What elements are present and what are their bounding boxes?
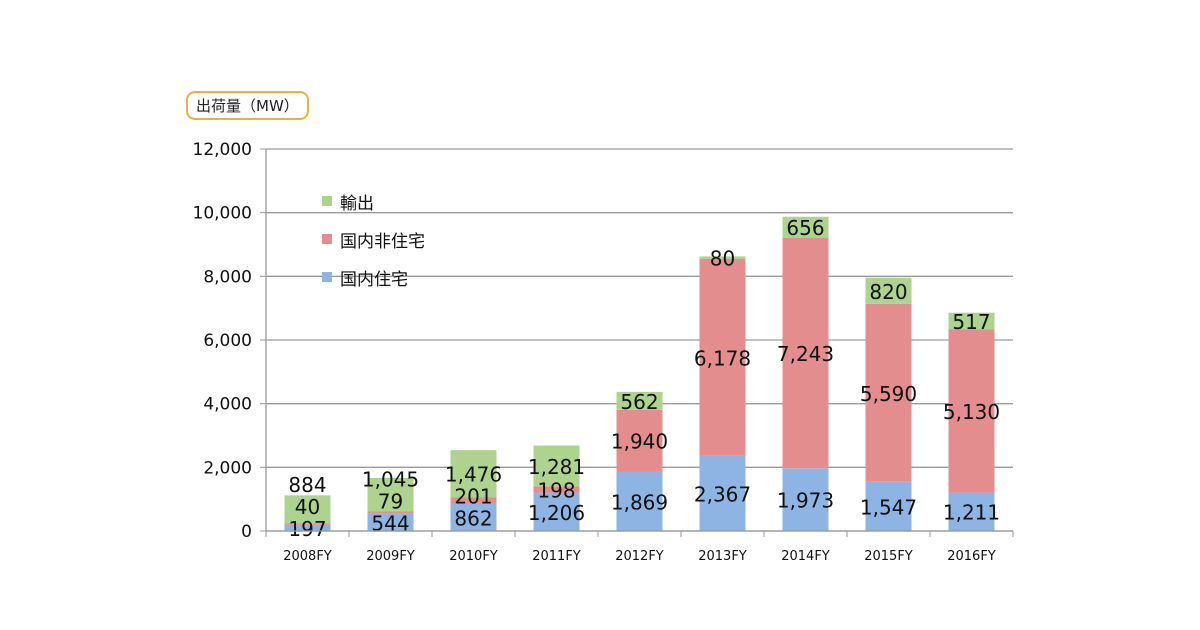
data-label: 562 — [620, 390, 658, 414]
data-label: 5,130 — [943, 400, 1000, 424]
bar-segment — [450, 497, 497, 504]
bar-segment — [782, 468, 829, 531]
y-tick-label: 8,000 — [203, 267, 252, 287]
data-label: 1,869 — [611, 490, 668, 514]
data-label: 1,211 — [943, 501, 1000, 525]
x-tick-label: 2009FY — [366, 549, 415, 564]
x-tick-label: 2016FY — [947, 549, 996, 564]
data-label: 1,045 — [362, 467, 419, 491]
bar-segment — [284, 495, 331, 524]
bar-segment — [284, 523, 331, 525]
data-label: 198 — [537, 478, 575, 502]
bar-segment — [616, 391, 663, 410]
bar-segment — [533, 486, 580, 493]
y-tick-label: 2,000 — [203, 458, 252, 478]
data-label: 79 — [378, 489, 403, 513]
x-tick-label: 2015FY — [864, 549, 913, 564]
data-label: 1,940 — [611, 430, 668, 454]
data-label: 517 — [952, 310, 990, 334]
data-label: 7,243 — [777, 342, 834, 366]
data-label: 820 — [869, 280, 907, 304]
x-tick-label: 2010FY — [449, 549, 498, 564]
bar-segment — [865, 277, 912, 304]
data-label: 1,206 — [528, 501, 585, 525]
bar-segment — [865, 303, 912, 482]
bar-segment — [367, 477, 414, 512]
data-label: 862 — [454, 506, 492, 530]
bar-segment — [450, 503, 497, 531]
y-tick-label: 6,000 — [203, 331, 252, 351]
data-label: 1,547 — [860, 495, 917, 519]
y-axis-title: 出荷量（MW） — [186, 91, 309, 120]
data-label: 5,590 — [860, 382, 917, 406]
bar-segment — [948, 312, 995, 330]
y-tick-label: 4,000 — [203, 395, 252, 415]
data-label: 656 — [786, 216, 824, 240]
x-tick-label: 2012FY — [615, 549, 664, 564]
legend-swatch — [322, 234, 332, 244]
bar-segment — [533, 492, 580, 531]
data-label: 197 — [288, 517, 326, 541]
bar-segment — [616, 409, 663, 472]
bar-segment — [948, 329, 995, 493]
data-label: 201 — [454, 484, 492, 508]
bar-segment — [948, 492, 995, 531]
legend: 輸出 国内非住宅 国内住宅 — [322, 182, 425, 296]
bar-segment — [865, 481, 912, 531]
data-label: 1,476 — [445, 462, 502, 486]
bar-segment — [782, 237, 829, 469]
data-label: 1,973 — [777, 489, 834, 513]
x-tick-label: 2014FY — [781, 549, 830, 564]
legend-item-nonresidential: 国内非住宅 — [322, 220, 425, 258]
legend-item-export: 輸出 — [322, 182, 425, 220]
bar-segment — [782, 216, 829, 238]
bar-segment — [616, 471, 663, 531]
x-tick-label: 2008FY — [283, 549, 332, 564]
data-label: 80 — [710, 247, 735, 271]
y-tick-label: 12,000 — [193, 140, 252, 160]
x-tick-label: 2013FY — [698, 549, 747, 564]
legend-label: 国内住宅 — [340, 269, 408, 290]
bar-segment — [699, 455, 746, 531]
y-tick-label: 10,000 — [193, 204, 252, 224]
bar-segment — [367, 511, 414, 514]
legend-swatch — [322, 272, 332, 282]
bar-segment — [450, 450, 497, 498]
bar-segment — [284, 524, 331, 531]
bar-segment — [533, 445, 580, 487]
legend-label: 輸出 — [340, 193, 374, 214]
x-tick-label: 2011FY — [532, 549, 581, 564]
data-label: 6,178 — [694, 346, 751, 370]
legend-swatch — [322, 196, 332, 206]
data-label: 544 — [371, 511, 409, 535]
data-label: 1,281 — [528, 455, 585, 479]
bar-segment — [699, 256, 746, 259]
bar-segment — [367, 513, 414, 531]
data-label: 884 — [288, 473, 326, 497]
bar-segment — [699, 258, 746, 456]
legend-item-residential: 国内住宅 — [322, 258, 425, 296]
data-label: 2,367 — [694, 482, 751, 506]
legend-label: 国内非住宅 — [340, 231, 425, 252]
y-tick-label: 0 — [241, 522, 252, 542]
data-label: 40 — [295, 495, 320, 519]
